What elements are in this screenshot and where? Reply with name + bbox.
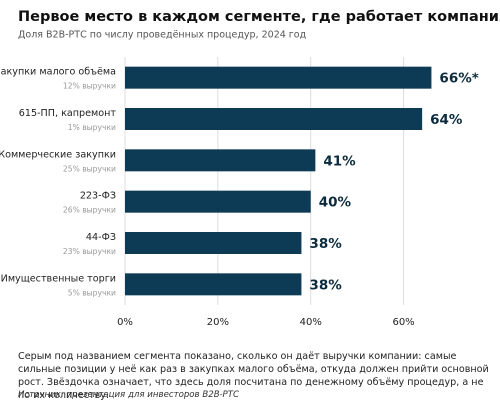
x-tick-label: 40%: [300, 317, 322, 328]
chart-subtitle: Доля B2B-РТС по числу проведённых процед…: [18, 30, 307, 41]
value-label: 64%: [430, 112, 463, 128]
bar: [125, 149, 316, 172]
category-note: 26% выручки: [63, 206, 116, 215]
x-tick-label: 60%: [392, 317, 414, 328]
value-label: 38%: [309, 277, 342, 293]
bar: [125, 273, 302, 296]
bar: [125, 232, 302, 254]
value-label: 66%*: [439, 71, 478, 87]
bar: [125, 66, 432, 89]
value-label: 41%: [323, 153, 356, 169]
category-note: 25% выручки: [63, 164, 116, 173]
chart: Первое место в каждом сегменте, где рабо…: [0, 9, 500, 328]
source: Источник: презентация для инвесторов B2B…: [18, 390, 239, 400]
footnote: Серым под названием сегмента показано, с…: [18, 351, 489, 401]
category-label: 615-ПП, капремонт: [19, 108, 117, 119]
bar: [125, 108, 423, 130]
category-label: Закупки малого объёма: [0, 67, 116, 78]
value-label: 38%: [309, 236, 342, 252]
category-note: 23% выручки: [63, 247, 116, 256]
category-label: 223-ФЗ: [80, 191, 116, 202]
x-tick-label: 20%: [207, 317, 229, 328]
category-note: 5% выручки: [68, 288, 116, 297]
category-note: 12% выручки: [63, 82, 116, 91]
category-label: 44-ФЗ: [86, 232, 116, 243]
value-label: 40%: [319, 195, 352, 211]
x-tick-label: 0%: [117, 317, 133, 328]
category-note: 1% выручки: [68, 123, 116, 132]
category-label: Коммерческие закупки: [0, 149, 116, 160]
category-label: Имущественные торги: [1, 273, 116, 284]
chart-title: Первое место в каждом сегменте, где рабо…: [18, 9, 500, 25]
bar: [125, 190, 311, 213]
